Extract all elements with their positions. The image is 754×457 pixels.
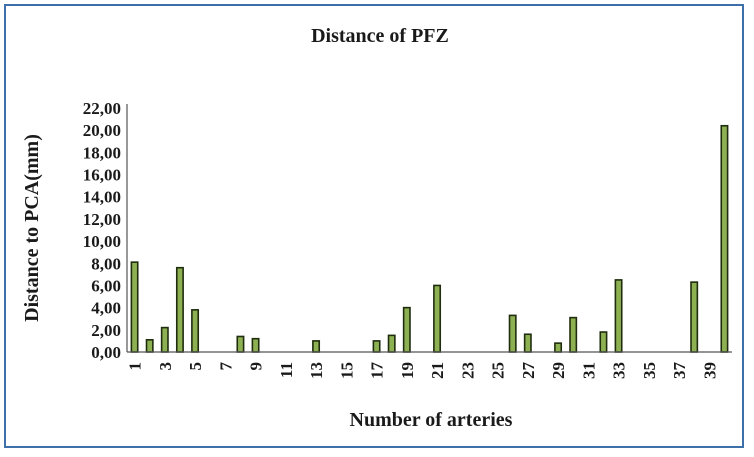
bar-5: [191, 309, 200, 353]
bar-21: [433, 284, 442, 353]
x-tick-label: 17: [368, 362, 387, 380]
bar-2: [145, 338, 154, 353]
bars: [130, 124, 729, 353]
x-tick-label: 37: [670, 362, 689, 380]
bar-40: [720, 124, 729, 353]
x-tick-label: 3: [156, 362, 175, 371]
x-tick-label: 33: [610, 362, 629, 379]
y-axis-ticks: 0,00 2,00 4,00 6,00 8,00 10,00 12,00 14,00 16,00…: [83, 99, 121, 362]
bar-13: [312, 340, 321, 353]
x-tick-label: 39: [700, 362, 719, 379]
bar-1: [130, 261, 139, 353]
x-tick-label: 35: [640, 362, 659, 379]
x-tick-label: 27: [519, 362, 538, 380]
bar-4: [175, 266, 184, 353]
bar-30: [569, 316, 578, 353]
chart-frame: Distance of PFZ Distance to PCA(mm) Numb…: [4, 4, 744, 448]
bar-27: [523, 333, 532, 353]
y-tick-label: 2,00: [91, 321, 121, 340]
y-axis-label: Distance to PCA(mm): [21, 134, 43, 322]
x-tick-label: 1: [126, 362, 145, 371]
x-tick-label: 11: [277, 362, 296, 378]
x-tick-label: 19: [398, 362, 417, 379]
x-tick-label: 7: [216, 362, 235, 371]
y-tick-label: 22,00: [83, 99, 121, 118]
bar-chart: Distance of PFZ Distance to PCA(mm) Numb…: [21, 25, 732, 431]
bar-8: [236, 335, 245, 353]
x-tick-label: 21: [428, 362, 447, 379]
y-tick-label: 4,00: [91, 299, 121, 318]
x-axis-ticks: 1 3 5 7 9 11 13 15 17 19 21 23 25 27 29 31 33 35 37 39: [126, 362, 720, 380]
bar-17: [372, 340, 381, 353]
y-tick-label: 6,00: [91, 276, 121, 295]
x-tick-label: 9: [247, 362, 266, 371]
bar-29: [554, 342, 563, 353]
x-tick-label: 15: [337, 362, 356, 379]
x-tick-label: 5: [186, 362, 205, 371]
y-tick-label: 0,00: [91, 343, 121, 362]
y-tick-label: 18,00: [83, 143, 121, 162]
x-tick-label: 31: [579, 362, 598, 379]
y-tick-label: 12,00: [83, 210, 121, 229]
x-tick-label: 25: [489, 362, 508, 379]
bar-18: [387, 334, 396, 353]
y-tick-label: 8,00: [91, 254, 121, 273]
x-tick-label: 23: [458, 362, 477, 379]
bar-19: [402, 306, 411, 353]
x-axis-label: Number of arteries: [350, 409, 513, 431]
x-tick-label: 29: [549, 362, 568, 379]
y-tick-label: 10,00: [83, 232, 121, 251]
bar-38: [690, 281, 699, 353]
bar-33: [614, 279, 623, 353]
x-tick-label: 13: [307, 362, 326, 379]
chart-title: Distance of PFZ: [311, 25, 449, 47]
y-tick-label: 16,00: [83, 166, 121, 185]
bar-3: [160, 326, 169, 353]
y-tick-label: 20,00: [83, 121, 121, 140]
bar-32: [599, 331, 608, 353]
y-tick-label: 14,00: [83, 188, 121, 207]
bar-9: [251, 337, 260, 353]
bar-26: [508, 314, 517, 353]
